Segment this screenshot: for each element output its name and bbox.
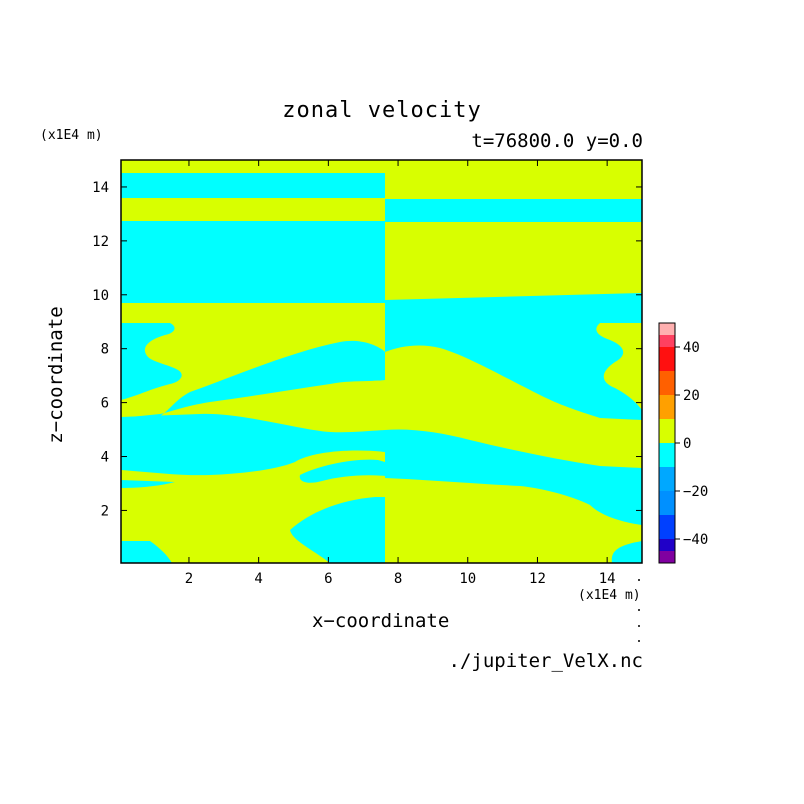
colorbar-tick-label: 40 [683, 340, 700, 356]
negative-region-right-upper [385, 293, 642, 420]
x-unit-label: (x1E4 m) [578, 588, 641, 603]
x-tick-label: 6 [324, 571, 332, 587]
x-tick-label: 12 [529, 571, 546, 587]
marker-dot [638, 579, 640, 581]
chart-subtitle: t=76800.0 y=0.0 [471, 130, 643, 152]
y-tick-label: 14 [92, 180, 109, 196]
marker-dot [638, 640, 640, 642]
x-tick-label: 2 [185, 571, 193, 587]
y-tick-label: 10 [92, 288, 109, 304]
chart-title: zonal velocity [282, 98, 482, 123]
negative-region-left-lower [121, 413, 385, 476]
marker-dot [638, 609, 640, 611]
colorbar-tick-label: −40 [683, 532, 708, 548]
negative-band-upper-right [385, 199, 642, 222]
negative-lobe-right-arch [385, 452, 494, 482]
positive-island-left-small [362, 380, 385, 389]
colorbar-segment [659, 443, 675, 467]
colorbar-tick-label: 0 [683, 436, 691, 452]
colorbar-tick-label: −20 [683, 484, 708, 500]
negative-band-top-left [121, 173, 385, 198]
colorbar-segment [659, 335, 675, 347]
positive-island-bottom-left [198, 522, 217, 531]
colorbar-segment [659, 371, 675, 395]
x-tick-label: 10 [459, 571, 476, 587]
colorbar-segment [659, 323, 675, 335]
colorbar-segment [659, 395, 675, 419]
positive-lobe-bottom-right [385, 496, 486, 541]
colorbar-segment [659, 419, 675, 443]
negative-region-right-lower [385, 429, 642, 563]
negative-lobe-bottom-left [290, 497, 385, 563]
y-tick-label: 4 [101, 450, 109, 466]
positive-island-right-small [385, 379, 405, 388]
negative-sliver-left [121, 480, 175, 488]
y-unit-label: (x1E4 m) [40, 128, 103, 143]
y-tick-label: 12 [92, 234, 109, 250]
colorbar-segment [659, 515, 675, 539]
y-tick-label: 2 [101, 503, 109, 519]
source-file-label: ./jupiter_VelX.nc [448, 650, 643, 672]
colorbar-segment [659, 347, 675, 371]
negative-band-upper-left [121, 221, 385, 303]
colorbar-segment [659, 467, 675, 491]
y-tick-label: 6 [101, 396, 109, 412]
negative-lobe-left-upper [121, 323, 182, 400]
negative-corner-bottom-left [121, 541, 172, 563]
x-tick-label: 14 [599, 571, 616, 587]
y-tick-label: 8 [101, 342, 109, 358]
colorbar-segment [659, 539, 675, 551]
x-tick-label: 4 [254, 571, 262, 587]
x-tick-label: 8 [394, 571, 402, 587]
negative-lobe-left-middle [121, 340, 385, 418]
colorbar-tick-label: 20 [683, 388, 700, 404]
negative-lobe-left-arch [299, 459, 385, 483]
colorbar-segment [659, 491, 675, 515]
positive-island-bottom-right [552, 522, 572, 531]
colorbar-segment [659, 551, 675, 563]
plot-frame [120, 159, 643, 564]
marker-dot [638, 625, 640, 627]
x-axis-label: x−coordinate [312, 610, 450, 632]
